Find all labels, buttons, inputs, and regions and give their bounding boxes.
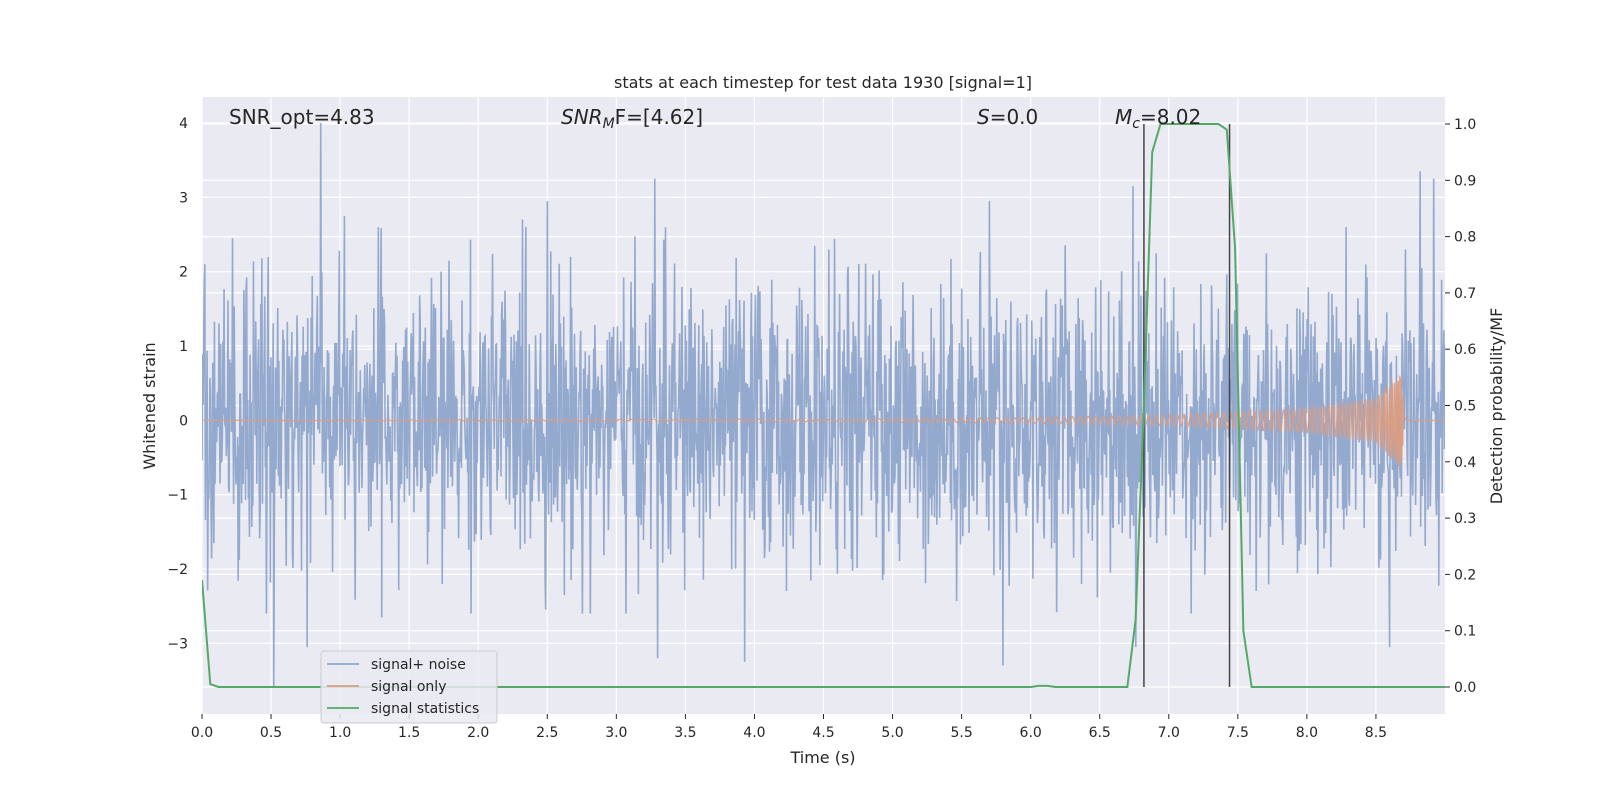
y-right-tick-label: 0.4: [1454, 455, 1476, 471]
x-tick-label: 3.5: [674, 725, 696, 741]
x-tick-label: 7.0: [1158, 725, 1180, 741]
x-tick-label: 8.5: [1365, 725, 1387, 741]
y-left-tick-label: 4: [179, 116, 188, 132]
x-tick-label: 5.0: [881, 725, 903, 741]
annotation-snr-mf-rest: F=[4.62]: [615, 105, 703, 129]
x-tick-label: 4.5: [812, 725, 834, 741]
y-left-tick-label: −2: [167, 562, 188, 578]
legend-label-signal: signal only: [371, 679, 446, 695]
y-left-tick-label: −3: [167, 636, 188, 652]
y-right-tick-label: 0.2: [1454, 567, 1476, 583]
x-tick-label: 1.0: [329, 725, 351, 741]
x-tick-label: 5.5: [950, 725, 972, 741]
y-right-tick-label: 0.0: [1454, 680, 1476, 696]
y-left-tick-label: 1: [179, 339, 188, 355]
legend-box: [320, 650, 498, 724]
y-right-tick-label: 0.8: [1454, 230, 1476, 246]
annotation-snr-mf-main: SNR: [561, 105, 603, 129]
annotation-mc: Mc=8.02: [1115, 105, 1201, 132]
legend-label-stats: signal statistics: [371, 701, 479, 717]
y-right-axis-title: Detection probability/MF: [1487, 308, 1506, 505]
y-left-tick-label: 3: [179, 190, 188, 206]
chart-title: stats at each timestep for test data 193…: [614, 73, 1032, 92]
annotation-s-rest: =0.0: [990, 105, 1039, 129]
signal-statistics-line: [202, 123, 1445, 688]
x-tick-label: 0.5: [260, 725, 282, 741]
x-tick-label: 6.5: [1089, 725, 1111, 741]
annotation-mc-rest: =8.02: [1140, 105, 1201, 129]
y-left-ticks: −3 −2 −1 0 1 2 3 4: [167, 116, 188, 652]
x-tick-label: 3.0: [605, 725, 627, 741]
y-right-tick-label: 0.6: [1454, 342, 1476, 358]
y-right-ticks: 0.0 0.1 0.2 0.3 0.4 0.5 0.6 0.7 0.8 0.9 1.0: [1445, 117, 1476, 696]
signal-statistics-series: [202, 123, 1445, 688]
y-right-tick-label: 0.7: [1454, 286, 1476, 302]
y-left-tick-label: 2: [179, 265, 188, 281]
legend-label-noise: signal+ noise: [371, 657, 466, 673]
y-right-tick-label: 0.9: [1454, 173, 1476, 189]
x-ticks: 0.0 0.5 1.0 1.5 2.0 2.5 3.0 3.5 4.0 4.5 5.0 5.5 6.0 6…: [191, 714, 1387, 741]
y-right-tick-label: 1.0: [1454, 117, 1476, 133]
annotation-mc-sub: c: [1132, 116, 1140, 132]
y-right-tick-label: 0.1: [1454, 624, 1476, 640]
x-tick-label: 1.5: [398, 725, 420, 741]
annotation-mc-main: M: [1115, 105, 1132, 129]
x-tick-label: 8.0: [1296, 725, 1318, 741]
y-left-tick-label: 0: [179, 413, 188, 429]
annotation-snr-mf: SNRMF=[4.62]: [561, 105, 703, 132]
x-tick-label: 2.0: [467, 725, 489, 741]
legend: signal+ noise signal only signal statist…: [320, 650, 498, 724]
x-tick-label: 7.5: [1227, 725, 1249, 741]
y-left-axis-title: Whitened strain: [140, 342, 159, 469]
x-axis-title: Time (s): [789, 748, 855, 767]
x-tick-label: 0.0: [191, 725, 213, 741]
x-tick-label: 2.5: [536, 725, 558, 741]
annotation-s: S=0.0: [977, 105, 1038, 129]
x-tick-label: 6.0: [1020, 725, 1042, 741]
x-tick-label: 4.0: [743, 725, 765, 741]
y-left-tick-label: −1: [167, 488, 188, 504]
y-right-tick-label: 0.3: [1454, 511, 1476, 527]
y-right-tick-label: 0.5: [1454, 399, 1476, 415]
annotation-snr-mf-sub: M: [603, 116, 615, 132]
annotation-s-main: S: [977, 105, 990, 129]
annotation-snr-opt: SNR_opt=4.83: [229, 105, 375, 129]
